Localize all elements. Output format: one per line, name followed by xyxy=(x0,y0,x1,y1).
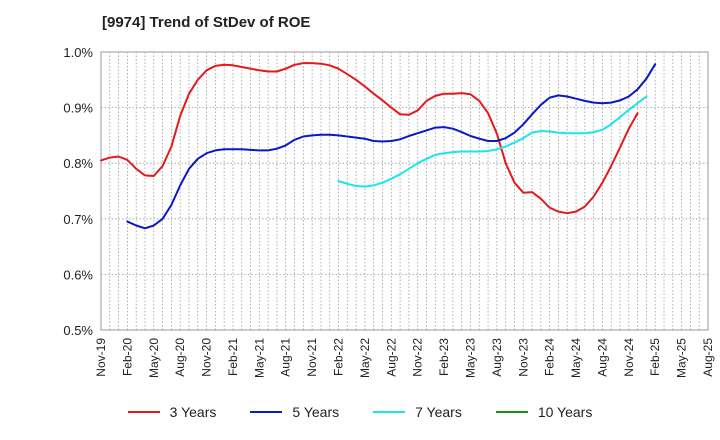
y-tick-label: 0.5% xyxy=(63,323,93,338)
x-tick-label: May-21 xyxy=(252,338,266,378)
chart-plot: 0.5% 0.6% 0.7% 0.8% 0.9% 1.0% Nov-19 Feb-20 May-… xyxy=(63,45,715,378)
x-tick-label: Aug-22 xyxy=(384,338,398,377)
chart-legend: 3 Years 5 Years 7 Years 10 Years xyxy=(0,404,720,420)
legend-swatch-5-years xyxy=(250,411,283,413)
y-tick-label: 0.6% xyxy=(63,267,93,282)
legend-item-3-years: 3 Years xyxy=(127,404,217,420)
x-tick-label: Aug-21 xyxy=(279,338,293,377)
legend-item-7-years: 7 Years xyxy=(373,404,462,420)
x-tick-label: Nov-22 xyxy=(411,338,425,377)
x-tick-label: May-25 xyxy=(675,338,689,378)
x-tick-label: Nov-23 xyxy=(516,338,530,377)
legend-label-3-years: 3 Years xyxy=(169,404,217,420)
plot-area xyxy=(101,52,708,330)
x-tick-label: Aug-25 xyxy=(701,338,715,377)
legend-label-10-years: 10 Years xyxy=(537,404,593,420)
series-line-3-years xyxy=(100,62,639,215)
y-tick-label: 0.9% xyxy=(63,101,93,116)
y-tick-label: 0.8% xyxy=(63,156,93,171)
x-tick-label: Feb-25 xyxy=(648,338,662,376)
legend-item-5-years: 5 Years xyxy=(250,404,339,420)
x-tick-label: Feb-23 xyxy=(437,338,451,376)
x-tick-label: May-24 xyxy=(569,338,583,378)
legend-label-5-years: 5 Years xyxy=(292,404,340,420)
legend-item-10-years: 10 Years xyxy=(495,404,593,420)
legend-swatch-7-years xyxy=(373,411,406,413)
y-tick-label: 0.7% xyxy=(63,212,93,227)
x-tick-label: May-20 xyxy=(147,338,161,378)
y-tick-label: 1.0% xyxy=(63,45,93,60)
x-tick-label: Aug-20 xyxy=(173,338,187,377)
x-tick-label: Feb-24 xyxy=(543,338,557,376)
x-tick-label: Nov-21 xyxy=(305,338,319,377)
x-tick-label: Feb-20 xyxy=(120,338,134,376)
plot-border xyxy=(100,51,709,331)
legend-swatch-10-years xyxy=(495,411,528,413)
x-tick-label: May-22 xyxy=(358,338,372,378)
x-tick-label: May-23 xyxy=(463,338,477,378)
series-line-5-years xyxy=(126,63,657,230)
x-tick-label: Nov-20 xyxy=(200,338,214,377)
x-tick-label: Aug-23 xyxy=(490,338,504,377)
legend-label-7-years: 7 Years xyxy=(415,404,462,420)
x-tick-label: Feb-22 xyxy=(332,338,346,376)
legend-swatch-3-years xyxy=(127,411,160,413)
chart-title: [9974] Trend of StDev of ROE xyxy=(102,14,311,31)
series-line-7-years xyxy=(337,95,648,188)
x-tick-label: Nov-24 xyxy=(622,338,636,377)
x-tick-label: Nov-19 xyxy=(94,338,108,377)
x-tick-label: Feb-21 xyxy=(226,338,240,376)
x-tick-label: Aug-24 xyxy=(595,338,609,377)
